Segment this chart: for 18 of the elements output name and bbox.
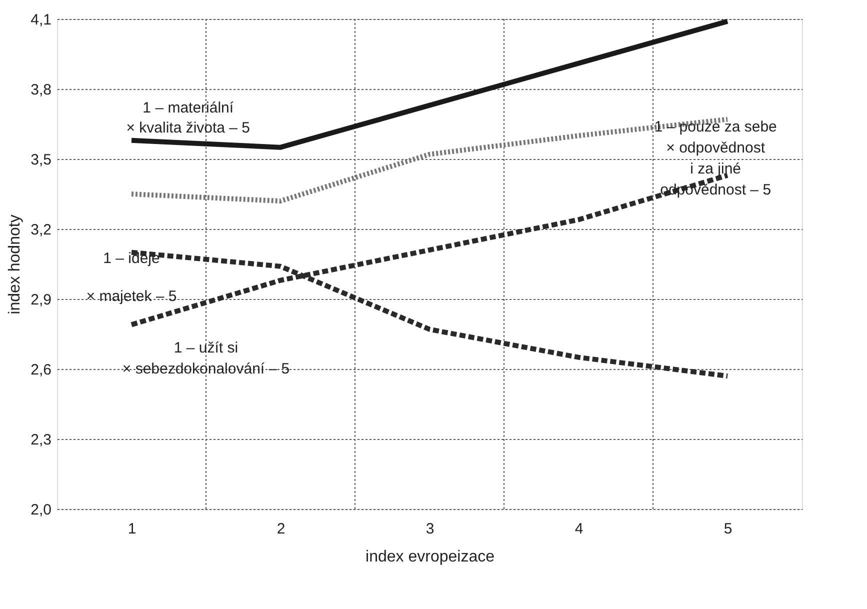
y-axis-title: index hodnoty bbox=[6, 214, 24, 314]
x-axis-title: index evropeizace bbox=[366, 548, 495, 566]
annotation: 1 – materiální × kvalita života – 5 bbox=[126, 100, 250, 137]
annotation: 1 – užít si × sebezdokonalování – 5 bbox=[122, 339, 290, 378]
y-tick-label: 3,8 bbox=[30, 82, 52, 98]
y-tick-label: 2,0 bbox=[30, 502, 52, 518]
x-tick-label: 1 bbox=[128, 520, 136, 538]
x-tick-label: 4 bbox=[574, 520, 584, 538]
x-tick-label: 5 bbox=[724, 520, 732, 538]
text: 1 – ideje × majetek – 5 bbox=[86, 250, 177, 306]
y-tick-label: 2,3 bbox=[30, 432, 52, 448]
y-tick-label: 4,1 bbox=[30, 12, 52, 28]
y-tick-label: 3,5 bbox=[30, 152, 52, 168]
y-tick-label: 2,6 bbox=[30, 362, 52, 378]
x-tick-label: 3 bbox=[426, 520, 434, 538]
y-tick-label: 3,2 bbox=[30, 222, 52, 238]
y-tick-label: 2,9 bbox=[30, 292, 52, 308]
x-tick-label: 2 bbox=[276, 520, 286, 538]
